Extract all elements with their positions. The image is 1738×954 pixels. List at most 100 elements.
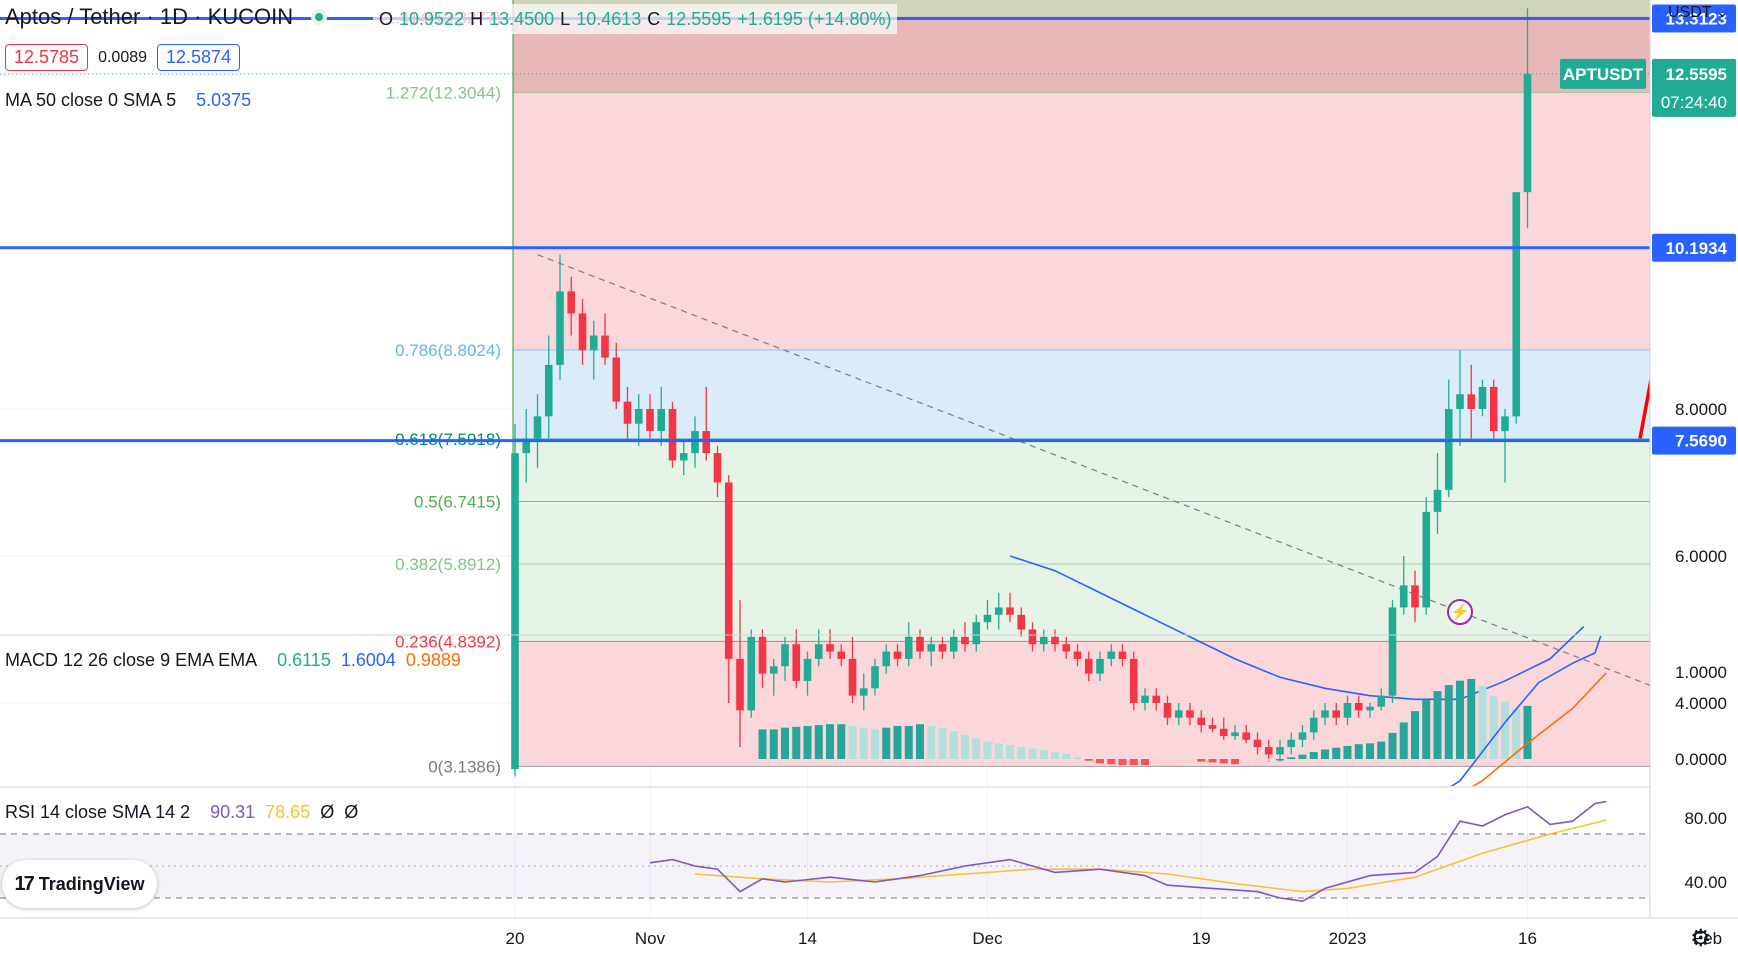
macd-bar — [972, 738, 981, 759]
macd-line-value: 1.6004 — [340, 650, 396, 670]
fib-label-0-382: 0.382(5.8912) — [395, 555, 501, 574]
candle-body — [1276, 747, 1284, 755]
rsi-ma-value: 78.65 — [265, 802, 311, 822]
candle-body — [1062, 644, 1071, 652]
ohlc-readout: O 10.9522 H 13.4500 L 10.4613 C 12.5595 +1.6… — [373, 4, 898, 34]
macd-bar — [1107, 759, 1116, 765]
candle-body — [893, 651, 902, 659]
tradingview-logo-icon: 17 — [14, 872, 35, 895]
rsi-value: 90.31 — [210, 802, 256, 822]
macd-bar — [814, 725, 823, 759]
macd-legend[interactable]: MACD 12 26 close 9 EMA EMA 0.6115 1.6004… — [5, 650, 461, 671]
pair-title[interactable]: Aptos / Tether · 1D · KUCOIN — [5, 4, 294, 29]
change-value: +1.6195 (+14.80%) — [737, 8, 892, 29]
candle-body — [882, 651, 891, 667]
candle-body — [679, 453, 688, 461]
candle-body — [983, 614, 992, 623]
macd-bar — [1332, 747, 1341, 759]
candle-body — [1096, 658, 1104, 674]
macd-bar — [949, 731, 958, 759]
macd-bar — [826, 724, 834, 759]
macd-signal-value: 0.9889 — [405, 650, 461, 670]
macd-bar — [1006, 745, 1014, 759]
candle-body — [1489, 386, 1498, 432]
candle-body — [949, 636, 958, 652]
macd-bar — [1208, 759, 1217, 763]
rsi-tick-label: 40.00 — [1684, 873, 1727, 892]
candle-body — [972, 622, 981, 645]
macd-bar — [769, 729, 778, 759]
currency-selector[interactable]: USDT ⌄ — [1668, 2, 1729, 22]
rsi-label: RSI 14 close SMA 14 2 — [5, 802, 191, 822]
symbol-badge — [1560, 58, 1646, 89]
low-label: L — [560, 8, 571, 29]
candle-body — [1084, 658, 1093, 674]
close-label: C — [647, 8, 661, 29]
macd-bar — [1467, 678, 1476, 759]
macd-bar — [1501, 701, 1509, 759]
currency-label: USDT — [1668, 4, 1712, 21]
rsi-extra-1: Ø — [320, 802, 335, 822]
macd-bar — [1298, 754, 1307, 759]
macd-bar — [1186, 759, 1194, 762]
macd-bar — [837, 724, 846, 759]
candle-body — [589, 335, 598, 351]
time-tick-label: 16 — [1518, 929, 1537, 948]
macd-bar — [1219, 759, 1228, 764]
macd-bar — [1028, 748, 1037, 759]
macd-label: MACD 12 26 close 9 EMA EMA — [5, 650, 258, 670]
candle-body — [578, 313, 587, 351]
candle-body — [769, 666, 778, 674]
candle-body — [1456, 394, 1464, 409]
buy-button[interactable]: 12.5874 — [157, 44, 241, 71]
countdown-label: 07:24:40 — [1661, 93, 1727, 112]
sell-button[interactable]: 12.5785 — [5, 44, 89, 71]
rsi-legend[interactable]: RSI 14 close SMA 14 2 90.31 78.65 Ø Ø — [5, 802, 358, 823]
price-badge — [1652, 233, 1736, 262]
candle-body — [1208, 725, 1217, 729]
candle-body — [747, 636, 756, 711]
gear-icon[interactable]: ⚙ — [1690, 925, 1712, 952]
macd-tick-label: 1.0000 — [1675, 663, 1727, 682]
market-status-icon[interactable] — [311, 9, 328, 25]
candle-body — [1287, 739, 1296, 748]
candle-body — [1129, 658, 1138, 703]
macd-bar — [1343, 745, 1352, 759]
macd-bar — [859, 727, 868, 759]
candle-body — [781, 644, 789, 667]
candle-body — [668, 409, 677, 461]
candle-body — [758, 636, 767, 674]
candle-body — [904, 636, 913, 659]
lightning-alert-icon[interactable]: ⚡ — [1447, 599, 1473, 625]
candle-body — [916, 636, 924, 652]
tradingview-logo-text: TradingView — [38, 873, 145, 894]
candle-body — [859, 688, 868, 696]
macd-bar — [1321, 749, 1329, 759]
tradingview-logo[interactable]: 17 TradingView — [2, 860, 157, 908]
candle-body — [1264, 747, 1273, 755]
time-tick-label: Feb — [1693, 929, 1722, 948]
candle-body — [1467, 394, 1476, 409]
candle-body — [1186, 710, 1194, 718]
candle-body — [736, 658, 744, 711]
macd-bar — [1096, 759, 1104, 764]
macd-bar — [1411, 711, 1419, 759]
macd-bar — [893, 725, 902, 759]
macd-bar — [1253, 759, 1262, 763]
high-label: H — [470, 8, 484, 29]
macd-line — [1450, 636, 1602, 786]
high-value: 13.4500 — [489, 8, 555, 29]
macd-bar — [1523, 705, 1532, 759]
macd-bar — [904, 725, 913, 759]
time-tick-label: Nov — [635, 929, 666, 948]
macd-bar — [803, 725, 812, 759]
candle-body — [994, 607, 1003, 615]
macd-bar — [1399, 722, 1408, 759]
candle-body — [1388, 607, 1397, 696]
ma-label: MA 50 close 0 SMA 5 — [5, 90, 177, 110]
candle-body — [814, 644, 823, 659]
macd-bar — [871, 729, 879, 759]
candle-body — [1321, 710, 1329, 718]
ma-legend[interactable]: MA 50 close 0 SMA 5 5.0375 — [5, 90, 251, 111]
